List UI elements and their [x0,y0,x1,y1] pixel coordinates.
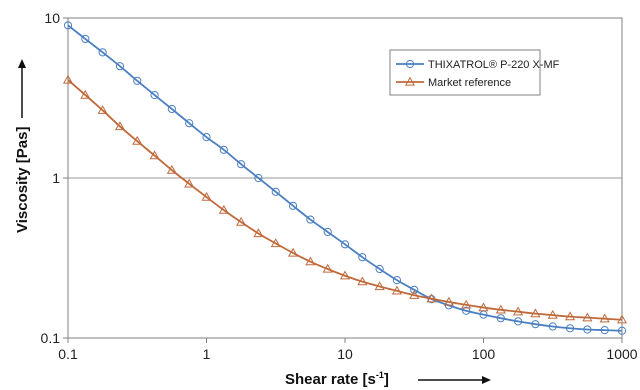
data-point [288,201,298,210]
x-tick-label: 1 [203,346,211,362]
data-point [583,325,592,334]
data-point [461,299,472,309]
legend-label: Market reference [428,77,511,89]
legend-marker [405,59,415,69]
y-axis-ticks: 0.1 1 10 [41,10,68,346]
data-point [218,204,229,214]
data-point [410,285,419,294]
data-point [306,215,315,224]
data-point [565,324,575,333]
data-point [201,191,212,201]
x-axis-title-sup: -1 [376,370,384,380]
data-point [132,135,143,145]
data-point [98,48,107,57]
series-line [67,24,623,332]
legend-box [389,49,541,96]
data-point [63,21,73,30]
x-axis-ticks: 0.1 1 10 100 1000 [58,338,638,362]
x-axis-arrow [418,376,491,384]
series-1 [63,21,627,335]
y-tick-label: 0.1 [41,330,61,346]
data-point [219,145,228,154]
x-axis-title-text: Shear rate [s [285,371,376,388]
data-point [530,308,541,318]
series-layer [62,21,628,335]
data-point [167,104,176,114]
x-axis-title-suffix: ] [384,371,389,388]
data-point [391,285,402,295]
data-point [270,238,281,248]
data-point [62,74,74,84]
data-point [271,187,280,196]
data-point [548,322,557,331]
legend-items: THIXATROL® P-220 X-MF Market reference [396,59,560,89]
data-point [616,314,628,324]
data-point [392,276,402,285]
data-point [495,304,506,314]
data-point [305,256,316,266]
y-tick-label: 10 [44,10,60,26]
data-point [150,90,159,100]
data-point [339,270,351,280]
data-point [426,293,437,303]
y-axis-title: Viscosity [Pas] [14,127,31,233]
data-point [600,326,609,335]
data-point [547,309,558,319]
x-axis-title: Shear rate [s-1] [285,370,389,388]
legend: THIXATROL® P-220 X-MF Market reference [389,49,560,96]
y-tick-label: 1 [52,170,60,186]
data-point [237,160,246,169]
data-point [184,178,195,188]
data-point [514,317,523,326]
data-point [236,216,247,226]
data-point [357,276,368,286]
data-point [185,119,194,128]
data-point [340,240,350,249]
data-point [114,121,125,131]
legend-item: THIXATROL® P-220 X-MF [396,59,560,71]
data-point [513,306,524,316]
data-point [80,89,91,99]
data-point [617,326,627,335]
data-point [582,312,593,322]
data-point [115,62,125,71]
data-point [409,290,420,299]
series-2 [62,74,628,324]
x-tick-label: 1000 [606,346,637,362]
data-point [443,296,454,306]
data-point [81,34,90,44]
data-point [254,173,263,183]
data-point [149,150,160,160]
data-point [322,263,333,273]
data-point [166,164,177,174]
legend-item: Market reference [396,76,511,89]
data-point [97,105,108,114]
y-axis-arrow [18,59,26,118]
x-tick-label: 10 [337,346,353,362]
data-point [565,311,576,321]
legend-label: THIXATROL® P-220 X-MF [428,59,560,71]
data-point [478,302,489,312]
data-point [358,253,367,262]
data-point [323,227,332,237]
data-point [288,247,299,257]
series-line [67,79,623,321]
data-point [496,314,505,323]
data-point [375,264,384,274]
data-point [374,281,385,291]
data-point [531,320,540,329]
x-tick-label: 0.1 [58,346,78,362]
legend-marker [404,76,416,86]
data-point [202,133,211,142]
x-tick-label: 100 [472,346,496,362]
data-point [462,306,471,315]
data-point [253,228,264,238]
data-point [133,76,142,85]
data-point [599,313,610,323]
